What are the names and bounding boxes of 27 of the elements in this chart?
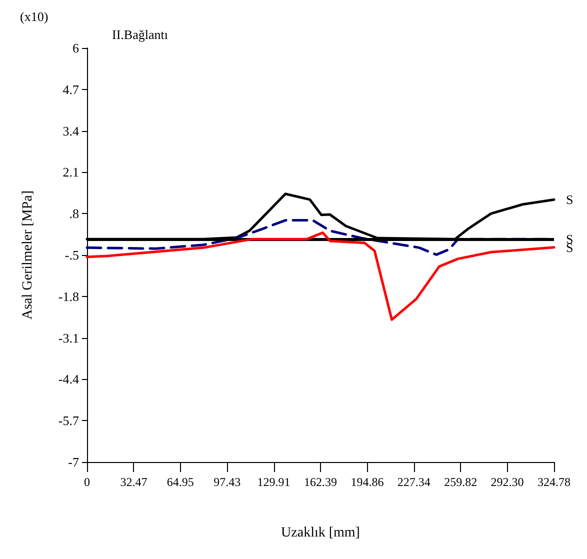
y-tick-label: 6 xyxy=(72,40,80,56)
x-tick-label: 292.30 xyxy=(490,475,524,489)
x-tick-label: 324.78 xyxy=(538,475,570,489)
y-tick-label: -7 xyxy=(68,454,80,470)
text: (x10) xyxy=(20,9,48,24)
y-tick-label: -1.8 xyxy=(58,288,79,304)
x-tick-label: 259.82 xyxy=(444,475,478,489)
y-tick-label: -.5 xyxy=(64,248,79,262)
x-tick-label: 32.47 xyxy=(120,475,148,489)
y-tick-label: 4.7 xyxy=(62,82,80,97)
y-tick-label: 3.4 xyxy=(62,123,80,138)
y-tick-label: -5.7 xyxy=(58,413,80,428)
y-tick-label: 2.1 xyxy=(62,164,79,180)
y-tick-label: -3.1 xyxy=(58,330,79,346)
x-tick-label: 64.95 xyxy=(166,475,194,489)
x-tick-label: 129.91 xyxy=(257,475,290,489)
text: II.Bağlantı xyxy=(112,27,168,42)
y-tick-label: -4.4 xyxy=(58,372,80,387)
x-tick-label: 194.86 xyxy=(350,475,384,489)
x-axis-title: Uzaklık [mm] xyxy=(281,526,360,540)
series-label: S xyxy=(566,192,574,208)
y-tick-label: .8 xyxy=(69,206,79,222)
x-tick-label: 227.34 xyxy=(397,475,430,489)
y-axis-title: Asal Gerilmeler [MPa] xyxy=(20,190,36,320)
x-tick-label: 162.39 xyxy=(304,475,337,489)
x-tick-label: 97.43 xyxy=(214,475,241,489)
x-tick-label: 0 xyxy=(84,475,90,489)
